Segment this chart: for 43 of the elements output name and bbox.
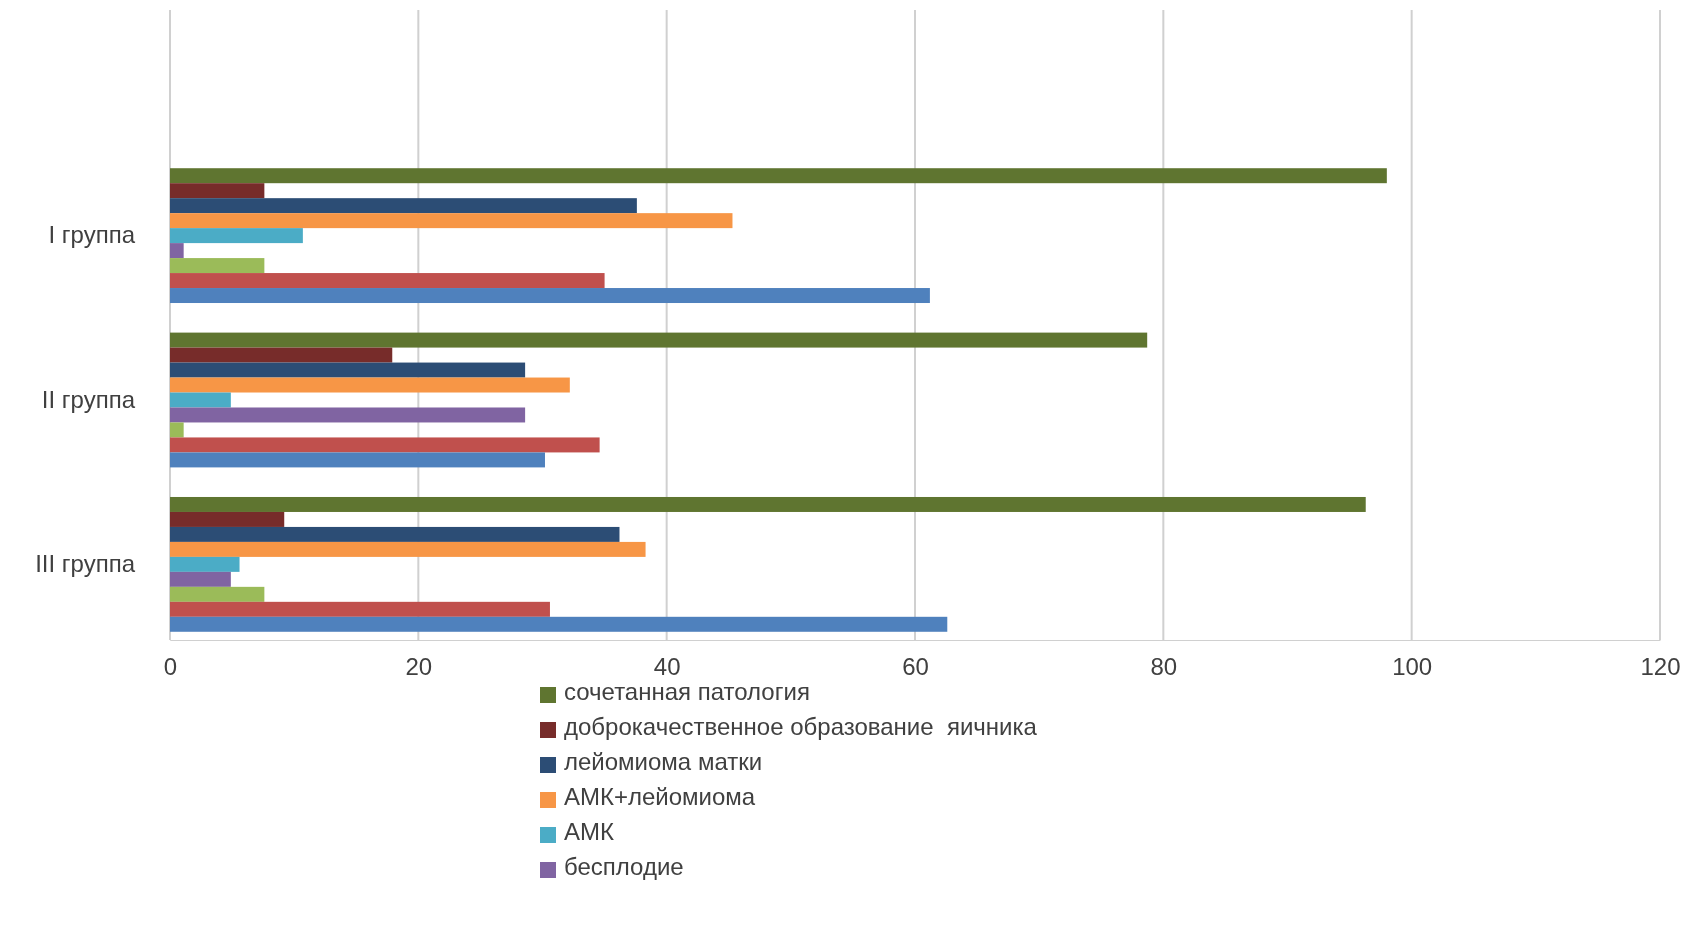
bar [170,243,184,259]
bar [170,377,570,393]
bar [170,407,526,423]
x-tick-label: 100 [1392,653,1433,681]
bar [170,332,1148,348]
x-tick-label: 20 [405,653,433,681]
bar [170,437,600,453]
legend-label: сочетанная патология [564,678,810,705]
bar [170,288,930,304]
bar [170,273,605,289]
bar [170,213,733,229]
bar [170,556,240,572]
bar [170,228,303,244]
bar [170,526,620,542]
y-tick-label: I группа [48,221,136,249]
bar [170,571,231,587]
x-tick-label: 0 [163,653,178,681]
bar [170,198,637,214]
bar [170,601,550,617]
bar [170,392,231,408]
bar [170,422,184,438]
legend-label: АМК+лейомиома [564,783,756,810]
bar [170,586,265,602]
x-tick-label: 120 [1640,653,1681,681]
legend-label: доброкачественное образование яичника [564,713,1038,740]
bar [170,258,265,274]
legend-label: АМК [564,818,614,845]
bar [170,347,393,363]
bar [170,452,545,468]
bar [170,541,646,557]
bar [170,616,948,632]
legend-label: лейомиома матки [564,748,763,775]
legend-label: бесплодие [564,853,684,880]
x-tick-label: 80 [1150,653,1178,681]
bar [170,183,265,199]
bar [170,496,1366,512]
bar [170,168,1387,184]
y-tick-label: III группа [35,550,136,578]
bar [170,362,526,378]
y-tick-label: II группа [41,385,136,413]
bar [170,511,285,527]
x-tick-label: 60 [902,653,929,681]
x-tick-label: 40 [653,653,681,681]
